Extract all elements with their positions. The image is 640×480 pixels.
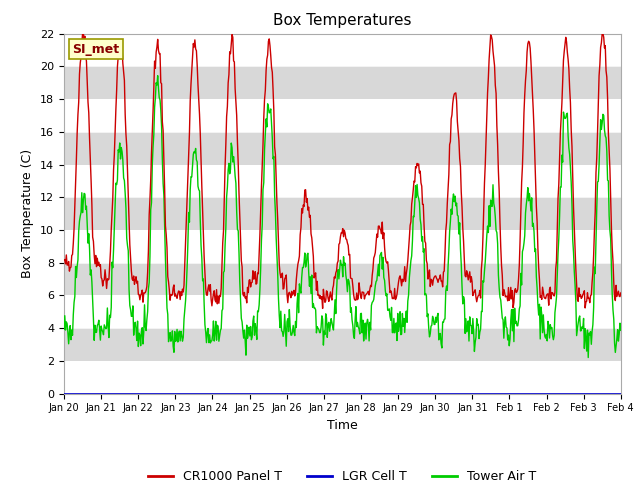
Bar (64, 328, 621, 361)
Legend: CR1000 Panel T, LGR Cell T, Tower Air T: CR1000 Panel T, LGR Cell T, Tower Air T (143, 465, 541, 480)
Bar (64, 295, 621, 328)
Bar (64, 34, 621, 66)
Bar (64, 197, 621, 230)
Bar (64, 361, 621, 394)
X-axis label: Time: Time (327, 419, 358, 432)
Text: SI_met: SI_met (72, 43, 120, 56)
Bar (64, 99, 621, 132)
Title: Box Temperatures: Box Temperatures (273, 13, 412, 28)
Y-axis label: Box Temperature (C): Box Temperature (C) (22, 149, 35, 278)
Bar (64, 165, 621, 197)
Bar (64, 230, 621, 263)
Bar (64, 263, 621, 295)
Bar (64, 66, 621, 99)
Bar (64, 132, 621, 165)
